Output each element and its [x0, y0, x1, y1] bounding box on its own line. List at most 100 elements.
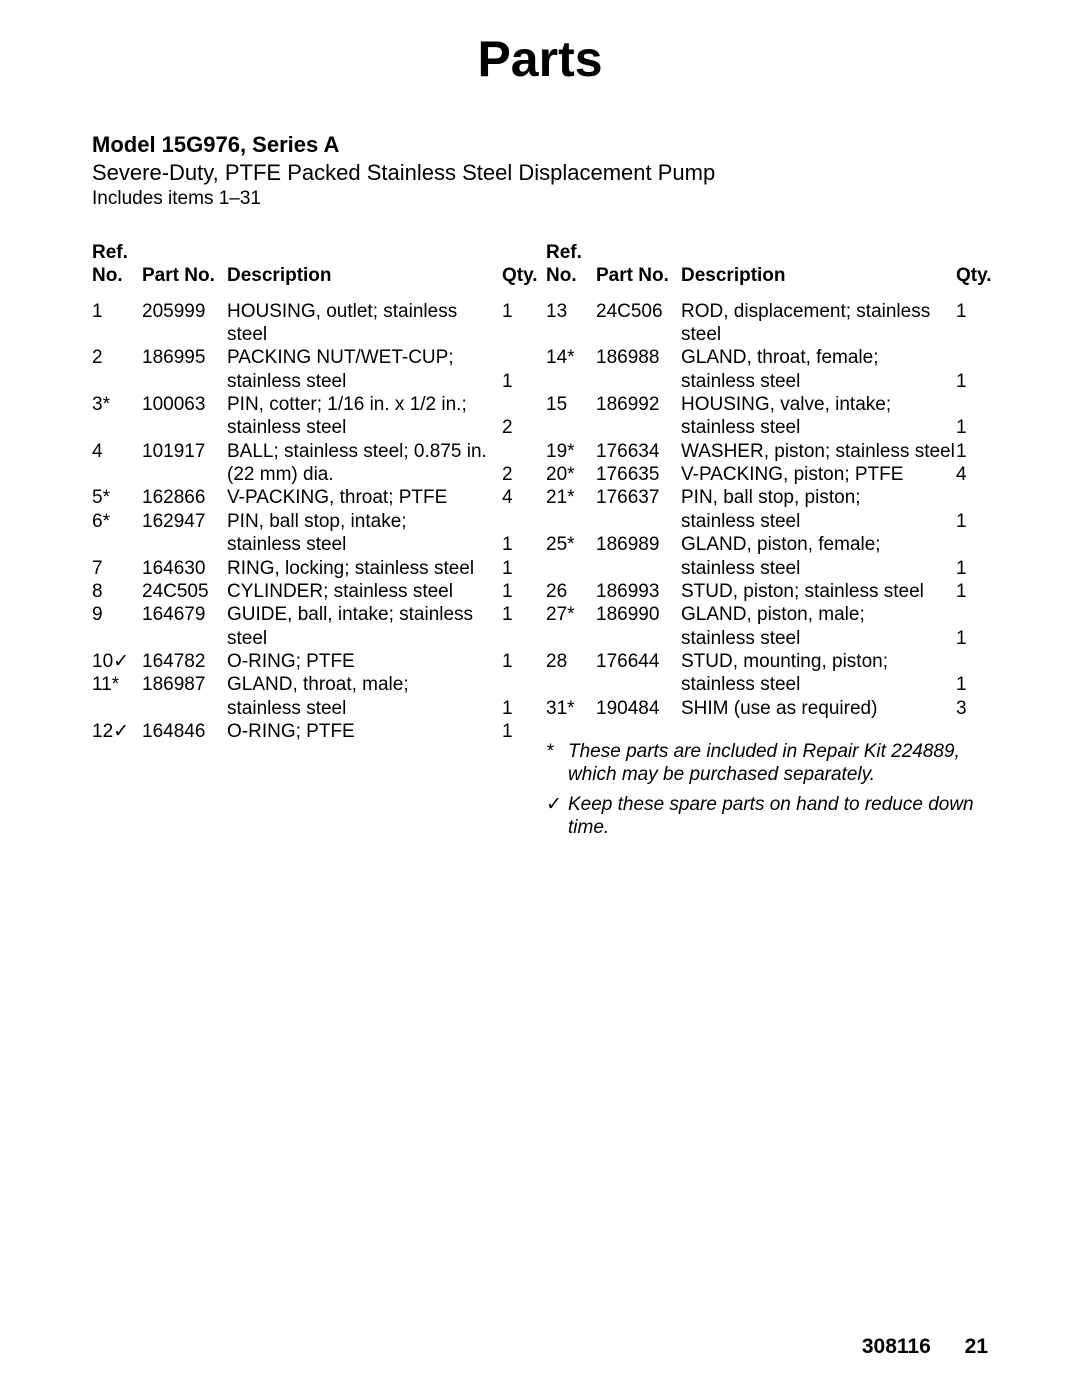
- cell-desc: stainless steel: [227, 697, 502, 720]
- table-row: 6*162947PIN, ball stop, intake;: [92, 510, 534, 533]
- cell-part: 164782: [142, 650, 227, 673]
- table-row: 26186993STUD, piston; stainless steel1: [546, 580, 988, 603]
- cell-qty: 1: [502, 603, 534, 650]
- cell-part: 101917: [142, 440, 227, 463]
- table-row: 9164679GUIDE, ball, intake; stainless st…: [92, 603, 534, 650]
- cell-desc: V-PACKING, throat; PTFE: [227, 486, 502, 509]
- footer-pagenum: 21: [965, 1335, 988, 1358]
- cell-part: [596, 673, 681, 696]
- cell-desc: O-RING; PTFE: [227, 650, 502, 673]
- cell-qty: [502, 673, 534, 696]
- cell-desc: GLAND, piston, male;: [681, 603, 956, 626]
- cell-qty: 1: [956, 370, 988, 393]
- cell-desc: GLAND, throat, female;: [681, 346, 956, 369]
- cell-part: 186987: [142, 673, 227, 696]
- parts-column-right: Ref. No. Part No. Description Qty. 1324C…: [546, 242, 988, 846]
- footnotes: * These parts are included in Repair Kit…: [546, 740, 988, 839]
- cell-part: 164679: [142, 603, 227, 650]
- cell-ref: [92, 463, 142, 486]
- cell-desc: PIN, cotter; 1/16 in. x 1/2 in.;: [227, 393, 502, 416]
- table-row: stainless steel1: [92, 697, 534, 720]
- table-row: (22 mm) dia.2: [92, 463, 534, 486]
- cell-qty: 1: [956, 440, 988, 463]
- footnote-check-symbol: ✓: [546, 793, 568, 816]
- cell-qty: 2: [502, 416, 534, 439]
- cell-qty: 1: [502, 557, 534, 580]
- cell-desc: stainless steel: [681, 370, 956, 393]
- cell-ref: 1: [92, 300, 142, 347]
- cell-desc: GLAND, piston, female;: [681, 533, 956, 556]
- cell-ref: 12✓: [92, 720, 142, 743]
- th-part: Part No.: [142, 242, 227, 288]
- cell-qty: 1: [502, 533, 534, 556]
- cell-part: 164630: [142, 557, 227, 580]
- cell-desc: stainless steel: [227, 533, 502, 556]
- cell-part: [142, 533, 227, 556]
- table-row: stainless steel1: [92, 370, 534, 393]
- cell-part: 176644: [596, 650, 681, 673]
- cell-part: [142, 463, 227, 486]
- cell-qty: 1: [956, 580, 988, 603]
- footnote-star: * These parts are included in Repair Kit…: [546, 740, 988, 787]
- cell-qty: 1: [502, 697, 534, 720]
- cell-desc: (22 mm) dia.: [227, 463, 502, 486]
- cell-ref: 25*: [546, 533, 596, 556]
- cell-part: 186989: [596, 533, 681, 556]
- th-ref-line2: No.: [546, 265, 596, 288]
- cell-part: 186992: [596, 393, 681, 416]
- cell-desc: CYLINDER; stainless steel: [227, 580, 502, 603]
- table-row: 10✓164782O-RING; PTFE1: [92, 650, 534, 673]
- cell-ref: [546, 370, 596, 393]
- table-row: 14*186988GLAND, throat, female;: [546, 346, 988, 369]
- cell-ref: 28: [546, 650, 596, 673]
- table-row: 1205999HOUSING, outlet; stainless steel1: [92, 300, 534, 347]
- cell-ref: 15: [546, 393, 596, 416]
- cell-part: [596, 510, 681, 533]
- cell-qty: 1: [502, 370, 534, 393]
- cell-ref: [546, 416, 596, 439]
- cell-ref: 20*: [546, 463, 596, 486]
- table-row: stainless steel2: [92, 416, 534, 439]
- table-row: 27*186990GLAND, piston, male;: [546, 603, 988, 626]
- cell-ref: 14*: [546, 346, 596, 369]
- cell-qty: 1: [956, 510, 988, 533]
- cell-ref: 7: [92, 557, 142, 580]
- cell-part: 186995: [142, 346, 227, 369]
- cell-desc: PIN, ball stop, piston;: [681, 486, 956, 509]
- th-part: Part No.: [596, 242, 681, 288]
- cell-qty: 4: [502, 486, 534, 509]
- cell-ref: 26: [546, 580, 596, 603]
- table-row: 21*176637PIN, ball stop, piston;: [546, 486, 988, 509]
- table-row: 3*100063PIN, cotter; 1/16 in. x 1/2 in.;: [92, 393, 534, 416]
- cell-ref: 31*: [546, 697, 596, 720]
- cell-ref: [546, 557, 596, 580]
- table-row: 5*162866V-PACKING, throat; PTFE4: [92, 486, 534, 509]
- cell-ref: 4: [92, 440, 142, 463]
- cell-ref: 9: [92, 603, 142, 650]
- cell-ref: 27*: [546, 603, 596, 626]
- table-row: 7164630RING, locking; stainless steel1: [92, 557, 534, 580]
- cell-desc: HOUSING, valve, intake;: [681, 393, 956, 416]
- cell-part: 186990: [596, 603, 681, 626]
- cell-qty: [956, 486, 988, 509]
- cell-qty: [956, 650, 988, 673]
- th-ref-line1: Ref.: [92, 242, 142, 265]
- cell-ref: [92, 697, 142, 720]
- cell-desc: V-PACKING, piston; PTFE: [681, 463, 956, 486]
- cell-desc: stainless steel: [681, 416, 956, 439]
- cell-desc: O-RING; PTFE: [227, 720, 502, 743]
- cell-desc: SHIM (use as required): [681, 697, 956, 720]
- parts-columns: Ref. No. Part No. Description Qty. 12059…: [92, 242, 988, 846]
- page-title: Parts: [92, 30, 988, 88]
- table-row: 15186992HOUSING, valve, intake;: [546, 393, 988, 416]
- cell-desc: RING, locking; stainless steel: [227, 557, 502, 580]
- page: Parts Model 15G976, Series A Severe-Duty…: [0, 0, 1080, 1397]
- cell-desc: stainless steel: [227, 416, 502, 439]
- cell-part: 176635: [596, 463, 681, 486]
- cell-qty: [502, 440, 534, 463]
- cell-part: 24C505: [142, 580, 227, 603]
- cell-qty: [956, 346, 988, 369]
- cell-desc: stainless steel: [227, 370, 502, 393]
- footnote-star-text: These parts are included in Repair Kit 2…: [568, 740, 988, 787]
- table-row: 4101917BALL; stainless steel; 0.875 in.: [92, 440, 534, 463]
